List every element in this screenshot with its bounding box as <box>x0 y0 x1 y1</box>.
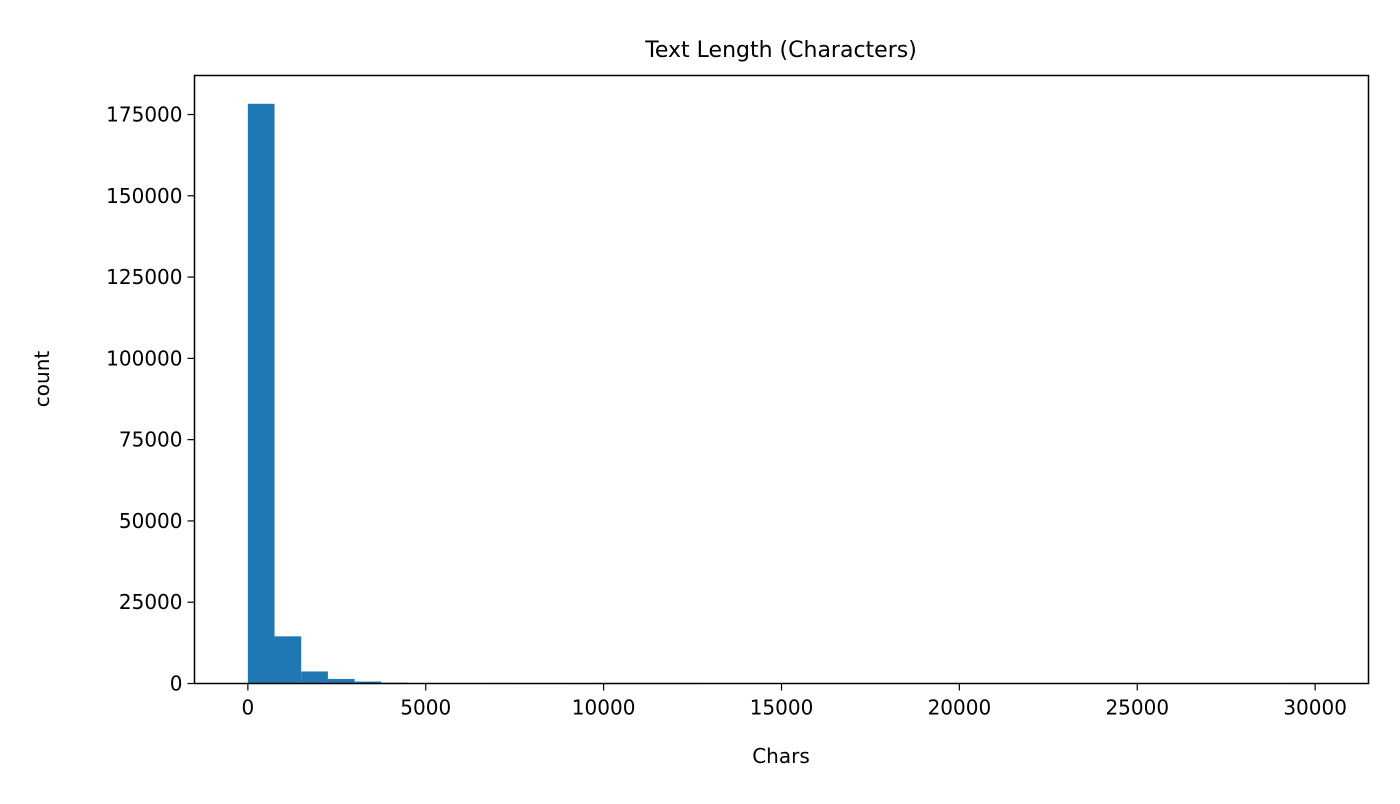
histogram-bar <box>247 103 275 684</box>
x-axis: 0 5000 10000 15000 20000 25000 30000 <box>241 683 1347 720</box>
y-tick-label: 175000 <box>106 103 182 127</box>
x-tick-label: 30000 <box>1283 696 1347 720</box>
x-tick-label: 20000 <box>928 696 992 720</box>
bars-group <box>247 103 1316 685</box>
x-tick-label: 5000 <box>400 696 451 720</box>
x-tick-label: 0 <box>241 696 254 720</box>
y-tick-label: 125000 <box>106 265 182 289</box>
y-tick-label: 25000 <box>119 590 183 614</box>
plot-frame <box>193 74 1370 685</box>
y-tick-label: 50000 <box>119 509 183 533</box>
y-axis: 0 25000 50000 75000 100000 125000 150000 175000 <box>106 103 195 696</box>
y-tick-label: 100000 <box>106 346 182 370</box>
y-axis-label: count <box>30 351 54 408</box>
chart-title: Text Length (Characters) <box>644 38 917 63</box>
y-tick-label: 150000 <box>106 184 182 208</box>
x-tick-label: 10000 <box>572 696 636 720</box>
histogram-bar <box>354 681 382 684</box>
y-tick-label: 0 <box>170 672 183 696</box>
y-tick-label: 75000 <box>119 428 183 452</box>
x-axis-label: Chars <box>752 744 810 768</box>
histogram-bar <box>274 636 302 684</box>
x-tick-label: 15000 <box>750 696 814 720</box>
x-tick-label: 25000 <box>1105 696 1169 720</box>
histogram-bar <box>301 671 328 684</box>
histogram-bar <box>327 678 355 684</box>
